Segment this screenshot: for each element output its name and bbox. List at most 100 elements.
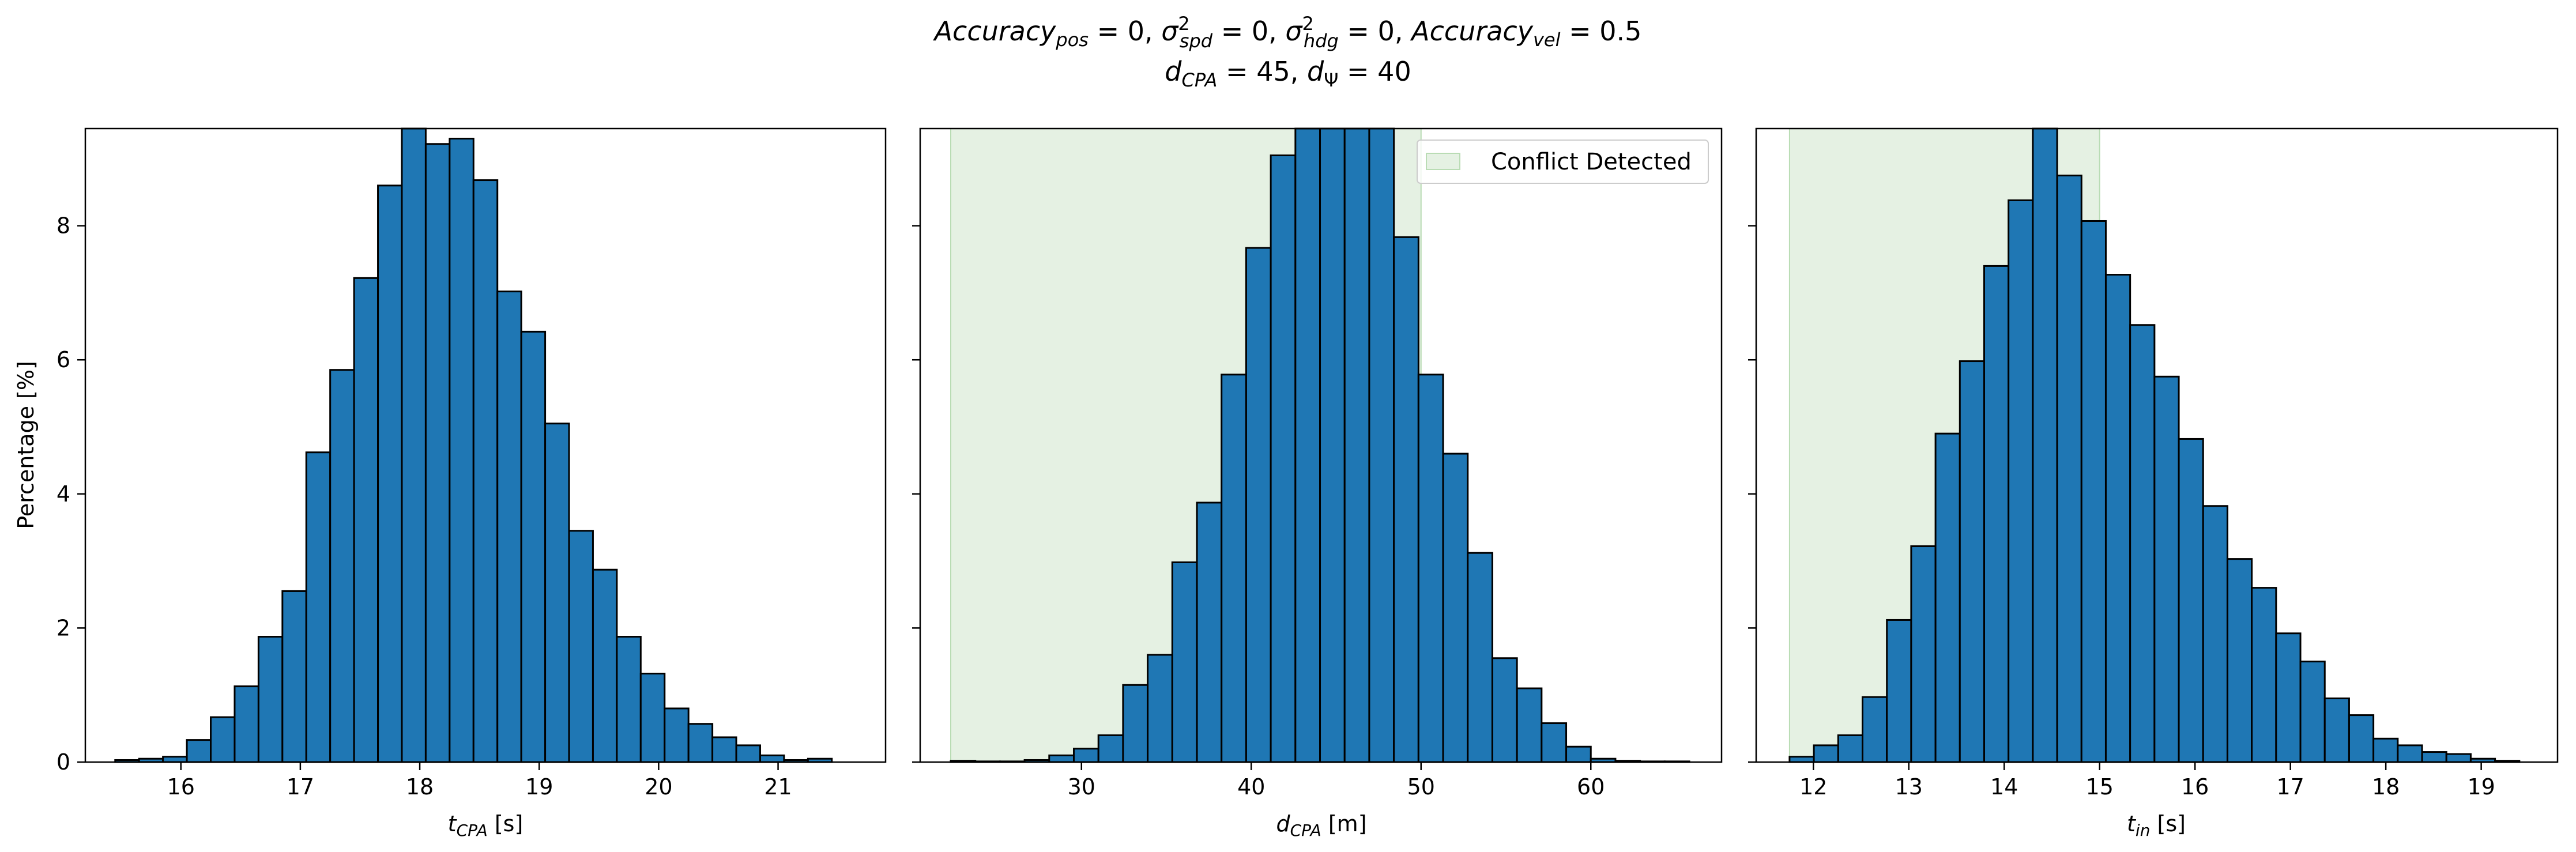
x-tick-label: 15 xyxy=(2086,774,2114,800)
x-tick-label: 60 xyxy=(1577,774,1605,800)
x-tick-label: 21 xyxy=(764,774,792,800)
panel-dcpa-bars xyxy=(950,127,1690,763)
panel-dcpa-xlabel-main: d xyxy=(1276,811,1290,836)
histogram-bar xyxy=(2445,753,2472,763)
histogram-bar xyxy=(616,636,642,763)
histogram-bar xyxy=(1417,374,1444,763)
panel-tcpa-ylabel: Percentage [%] xyxy=(13,361,39,529)
panel-tcpa-axes-frame xyxy=(84,127,887,763)
histogram-bar xyxy=(1073,748,1099,763)
histogram-bar xyxy=(1171,561,1198,763)
title-hdg-rest: = 0, xyxy=(1339,16,1411,47)
histogram-bar xyxy=(234,685,259,763)
histogram-bar xyxy=(210,716,236,763)
histogram-bar xyxy=(329,369,355,763)
title-acc-vel: Accuracy xyxy=(1410,16,1534,47)
histogram-bar xyxy=(592,568,618,763)
x-tick-label: 16 xyxy=(2181,774,2209,800)
panel-tin-bars xyxy=(1788,127,2521,763)
x-tick-label: 50 xyxy=(1407,774,1435,800)
histogram-bar xyxy=(353,277,379,763)
histogram-bar xyxy=(2397,744,2423,763)
title-acc-vel-rest: = 0.5 xyxy=(1560,16,1641,47)
histogram-bar xyxy=(2251,587,2277,763)
y-tick-label: 2 xyxy=(57,615,70,640)
x-tick-label: 18 xyxy=(406,774,434,800)
title-dcpa-sub: CPA xyxy=(1181,69,1217,91)
panel-tin-frame xyxy=(1755,127,2559,763)
histogram-bar xyxy=(377,184,403,763)
histogram-bar xyxy=(2299,661,2326,763)
title-spd-sup: 2 xyxy=(1178,13,1189,35)
histogram-bar xyxy=(1097,734,1124,763)
title-hdg-sub: hdg xyxy=(1304,30,1339,52)
histogram-bar xyxy=(544,423,570,763)
panel-tcpa-xlabel-sub: CPA xyxy=(457,821,488,840)
panel-dcpa-xlabel-sub: CPA xyxy=(1290,821,1321,840)
panel-dcpa-frame xyxy=(919,127,1723,763)
y-tick-label: 0 xyxy=(57,749,70,775)
x-tick-label: 30 xyxy=(1068,774,1095,800)
panel-dcpa-axes-frame xyxy=(919,127,1723,763)
histogram-bar xyxy=(1393,236,1419,763)
histogram-bar xyxy=(1147,654,1173,763)
histogram-bar xyxy=(1934,432,1961,763)
x-tick-label: 14 xyxy=(1990,774,2018,800)
histogram-bar xyxy=(1983,265,2010,763)
x-tick-label: 17 xyxy=(2276,774,2304,800)
title-dpsi: d xyxy=(1307,56,1324,87)
histogram-bar xyxy=(1491,657,1518,763)
histogram-bar xyxy=(1048,754,1075,763)
histogram-bar xyxy=(281,590,307,763)
panel-tcpa-xlabel-unit: [s] xyxy=(488,811,524,836)
histogram-bar xyxy=(1442,453,1469,763)
x-tick-label: 19 xyxy=(525,774,553,800)
title-dcpa-rest: = 45, xyxy=(1217,56,1307,87)
title-spd-sub: spd xyxy=(1180,30,1213,52)
histogram-bar xyxy=(1343,127,1370,763)
histogram-bar xyxy=(639,672,666,763)
panel-dcpa-xlabel: dCPA [m] xyxy=(1276,811,1366,840)
histogram-bar xyxy=(162,756,188,763)
histogram-bar xyxy=(1886,619,1912,763)
histogram-bar xyxy=(2104,274,2131,763)
y-tick-label: 4 xyxy=(57,481,70,507)
histogram-bar xyxy=(1221,374,1247,763)
histogram-bar xyxy=(1565,745,1592,763)
panel-tcpa-xlabel-main: t xyxy=(448,811,458,836)
legend: Conflict Detected xyxy=(1417,140,1709,184)
x-tick-label: 13 xyxy=(1895,774,1923,800)
histogram-bar xyxy=(1959,360,1985,763)
histogram-bar xyxy=(2275,632,2302,763)
histogram-bar xyxy=(2080,220,2107,763)
title-spd-sigma: σ xyxy=(1161,16,1179,47)
histogram-bar xyxy=(2323,698,2350,763)
histogram-bar xyxy=(2008,199,2034,763)
histogram-bar xyxy=(711,736,737,763)
histogram-panel-dcpa: 30 40 50 60 dCPA [m] Conflict Detected xyxy=(912,127,1723,840)
histogram-bar xyxy=(1862,696,1888,763)
histogram-bar xyxy=(520,330,547,763)
title-acc-pos: Accuracy xyxy=(933,16,1057,47)
legend-frame xyxy=(1417,140,1709,184)
histogram-bar xyxy=(472,179,499,763)
y-tick-label: 8 xyxy=(57,213,70,239)
histogram-bar xyxy=(735,744,761,763)
histogram-bar xyxy=(2129,324,2156,763)
histogram-bar xyxy=(496,291,522,763)
legend-swatch-conflict-detected xyxy=(1426,153,1460,170)
title-spd-rest: = 0, xyxy=(1212,16,1285,47)
histogram-bar xyxy=(2153,375,2180,763)
histogram-bar xyxy=(1122,684,1149,763)
title-hdg-sup: 2 xyxy=(1302,13,1314,35)
histogram-bar xyxy=(2202,505,2228,763)
title-acc-pos-rest: = 0, xyxy=(1089,16,1161,47)
x-tick-label: 20 xyxy=(645,774,672,800)
title-acc-pos-sub: pos xyxy=(1055,29,1089,51)
panel-tcpa-xlabel: tCPA [s] xyxy=(448,811,524,840)
title-hdg-sigma: σ xyxy=(1285,16,1303,47)
x-tick-label: 12 xyxy=(1799,774,1827,800)
histogram-bar xyxy=(186,739,212,763)
histogram-bar xyxy=(1368,127,1395,763)
